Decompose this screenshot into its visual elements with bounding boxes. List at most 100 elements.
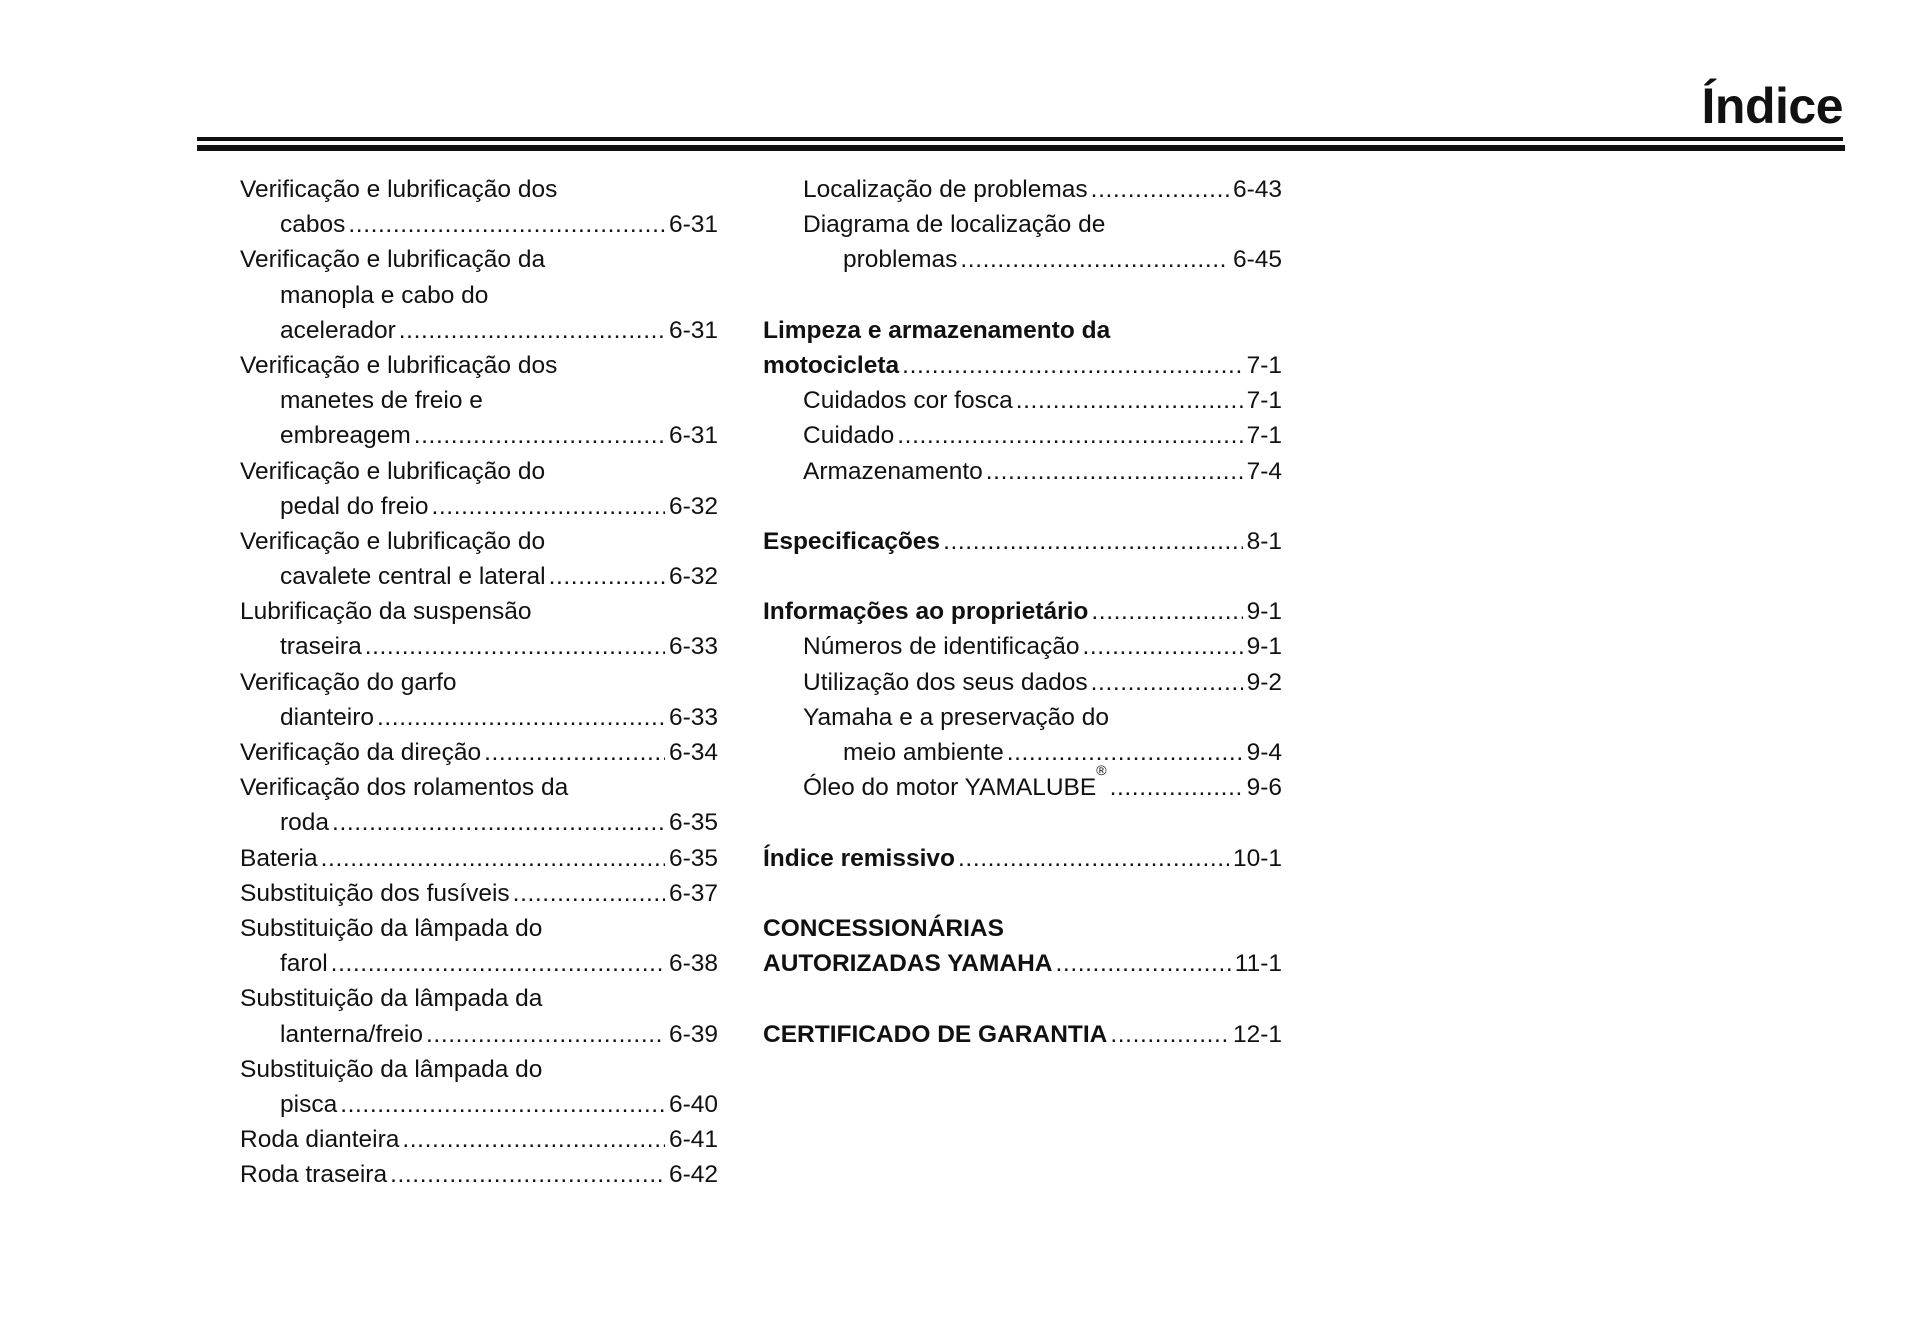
dot-leader: ........................................… <box>902 351 1243 379</box>
toc-entry[interactable]: Especificações..........................… <box>763 524 1282 559</box>
toc-entry[interactable]: CONCESSIONÁRIAS AUTORIZADAS YAMAHA.......… <box>763 911 1282 981</box>
toc-entry[interactable]: Cuidados cor fosca......................… <box>763 383 1282 418</box>
toc-page-number[interactable]: 6-35 <box>668 809 718 837</box>
toc-page-number[interactable]: 8-1 <box>1246 527 1282 555</box>
toc-entry[interactable]: Verificação da direção..................… <box>240 735 718 770</box>
toc-entry-title: Limpeza e armazenamento da <box>763 316 1111 344</box>
toc-entry-line: CONCESSIONÁRIAS <box>763 911 1282 946</box>
dot-leader: ........................................… <box>958 844 1229 872</box>
toc-page-number[interactable]: 9-6 <box>1246 774 1282 802</box>
toc-page-number[interactable]: 7-4 <box>1246 457 1282 485</box>
toc-entry[interactable]: CERTIFICADO DE GARANTIA.................… <box>763 1017 1282 1052</box>
toc-entry-title: Yamaha e a preservação do <box>803 703 1109 731</box>
toc-page-number[interactable]: 6-33 <box>668 703 718 731</box>
toc-page-number[interactable]: 9-2 <box>1246 668 1282 696</box>
toc-entry[interactable]: Lubrificação da suspensão traseira.......… <box>240 594 718 664</box>
toc-entry-line: Lubrificação da suspensão <box>240 594 718 629</box>
toc-entry-title: Verificação dos rolamentos da <box>240 774 569 802</box>
toc-entry-line: Armazenamento...........................… <box>763 454 1282 489</box>
toc-page-number[interactable]: 6-41 <box>668 1126 718 1154</box>
toc-page-number[interactable]: 6-32 <box>668 563 718 591</box>
toc-page-number[interactable]: 6-31 <box>668 422 718 450</box>
dot-leader: ........................................… <box>426 1020 665 1048</box>
toc-page-number[interactable]: 6-43 <box>1232 176 1282 203</box>
toc-page-number[interactable]: 6-39 <box>668 1020 718 1048</box>
toc-entry-line: Verificação e lubrificação do <box>240 524 718 559</box>
dot-leader: ........................................… <box>1090 176 1229 203</box>
dot-leader: ........................................… <box>431 492 664 520</box>
toc-entry-line: Cuidado.................................… <box>763 418 1282 453</box>
toc-entry[interactable]: Substituição da lâmpada do farol.........… <box>240 911 718 981</box>
dot-leader: ........................................… <box>484 739 665 766</box>
toc-page-number[interactable]: 7-1 <box>1246 351 1282 379</box>
toc-page-number[interactable]: 6-33 <box>668 633 718 661</box>
toc-page-number[interactable]: 6-34 <box>668 739 718 766</box>
toc-entry[interactable]: Verificação e lubrificação dos manetes de… <box>240 348 718 454</box>
toc-entry[interactable]: Utilização dos seus dados...............… <box>763 665 1282 700</box>
toc-entry[interactable]: Armazenamento...........................… <box>763 454 1282 489</box>
toc-entry-line: Substituição da lâmpada do <box>240 1052 718 1087</box>
toc-page-number[interactable]: 6-40 <box>668 1090 718 1118</box>
toc-page-number[interactable]: 12-1 <box>1232 1020 1282 1048</box>
toc-page-number[interactable]: 6-32 <box>668 492 718 520</box>
toc-column-right: Localização de problemas................… <box>763 172 1282 1052</box>
toc-entry[interactable]: Localização de problemas................… <box>763 172 1282 207</box>
toc-entry[interactable]: Números de identificação................… <box>763 629 1282 664</box>
toc-entry[interactable]: Limpeza e armazenamento da motocicleta...… <box>763 313 1282 383</box>
page-title: Índice <box>1701 78 1844 134</box>
toc-entry-title: Informações ao proprietário <box>763 598 1089 626</box>
toc-entry-title: Verificação e lubrificação dos <box>240 351 558 379</box>
toc-entry-line: roda....................................… <box>240 805 718 840</box>
toc-page-number[interactable]: 6-35 <box>668 844 718 872</box>
toc-entry-title: Substituição da lâmpada do <box>240 1055 543 1083</box>
toc-entry-line: cavalete central e lateral..............… <box>240 559 718 594</box>
toc-entry-title: Verificação da direção <box>240 739 482 766</box>
toc-entry[interactable]: Verificação e lubrificação do cavalete ce… <box>240 524 718 594</box>
toc-entry[interactable]: Roda dianteira..........................… <box>240 1122 718 1157</box>
dot-leader: ........................................… <box>390 1161 665 1189</box>
toc-entry-line: Cuidados cor fosca......................… <box>763 383 1282 418</box>
toc-entry[interactable]: Substituição da lâmpada do pisca.........… <box>240 1052 718 1122</box>
toc-entry[interactable]: Diagrama de localização de problemas.....… <box>763 207 1282 277</box>
toc-entry[interactable]: Bateria.................................… <box>240 841 718 876</box>
toc-entry[interactable]: Verificação e lubrificação do pedal do fr… <box>240 454 718 524</box>
toc-entry[interactable]: Yamaha e a preservação do meio ambiente..… <box>763 700 1282 770</box>
toc-page-number[interactable]: 10-1 <box>1232 844 1282 872</box>
toc-entry[interactable]: Índice remissivo........................… <box>763 841 1282 876</box>
toc-page-number[interactable]: 9-1 <box>1246 633 1282 661</box>
toc-entry[interactable]: Cuidado.................................… <box>763 418 1282 453</box>
toc-entry[interactable]: Verificação dos rolamentos da roda.......… <box>240 770 718 840</box>
toc-entry[interactable]: Substituição da lâmpada da lanterna/freio… <box>240 981 718 1051</box>
toc-entry[interactable]: Verificação e lubrificação dos cabos.....… <box>240 172 718 242</box>
toc-entry-line: manopla e cabo do <box>240 278 718 313</box>
toc-entry[interactable]: Substituição dos fusíveis...............… <box>240 876 718 911</box>
toc-entry-title: Bateria <box>240 844 318 872</box>
toc-entry[interactable]: Roda traseira...........................… <box>240 1157 718 1192</box>
toc-page-number[interactable]: 6-45 <box>1232 246 1282 274</box>
toc-entry[interactable]: Verificação e lubrificação da manopla e c… <box>240 242 718 348</box>
toc-page-number[interactable]: 6-37 <box>668 879 718 907</box>
toc-entry-title: Substituição da lâmpada do <box>240 914 543 942</box>
toc-page-number[interactable]: 6-31 <box>668 316 718 344</box>
toc-entry[interactable]: Óleo do motor YAMALUBE ®.................… <box>763 763 1282 805</box>
toc-entry-title: traseira <box>280 633 362 661</box>
toc-entry[interactable]: Verificação do garfo dianteiro...........… <box>240 665 718 735</box>
dot-leader: ........................................… <box>1082 633 1243 661</box>
toc-entry-title: AUTORIZADAS YAMAHA <box>763 950 1053 978</box>
spacer <box>763 489 1282 524</box>
toc-page-number[interactable]: 7-1 <box>1246 422 1282 450</box>
toc-page-number[interactable]: 6-42 <box>668 1161 718 1189</box>
dot-leader: ........................................… <box>364 633 665 661</box>
toc-entry[interactable]: Informações ao proprietário.............… <box>763 594 1282 629</box>
spacer <box>763 876 1282 911</box>
toc-page-number[interactable]: 6-38 <box>668 950 718 978</box>
toc-page-number[interactable]: 7-1 <box>1246 387 1282 415</box>
toc-entry-title: acelerador <box>280 316 396 344</box>
toc-page-number[interactable]: 9-1 <box>1246 598 1282 626</box>
spacer <box>763 805 1282 840</box>
toc-page-number[interactable]: 11-1 <box>1234 950 1282 978</box>
toc-page-number[interactable]: 9-4 <box>1246 739 1282 766</box>
toc-page-number[interactable]: 6-31 <box>668 211 718 239</box>
dot-leader: ........................................… <box>1110 1020 1229 1048</box>
spacer <box>763 278 1282 313</box>
